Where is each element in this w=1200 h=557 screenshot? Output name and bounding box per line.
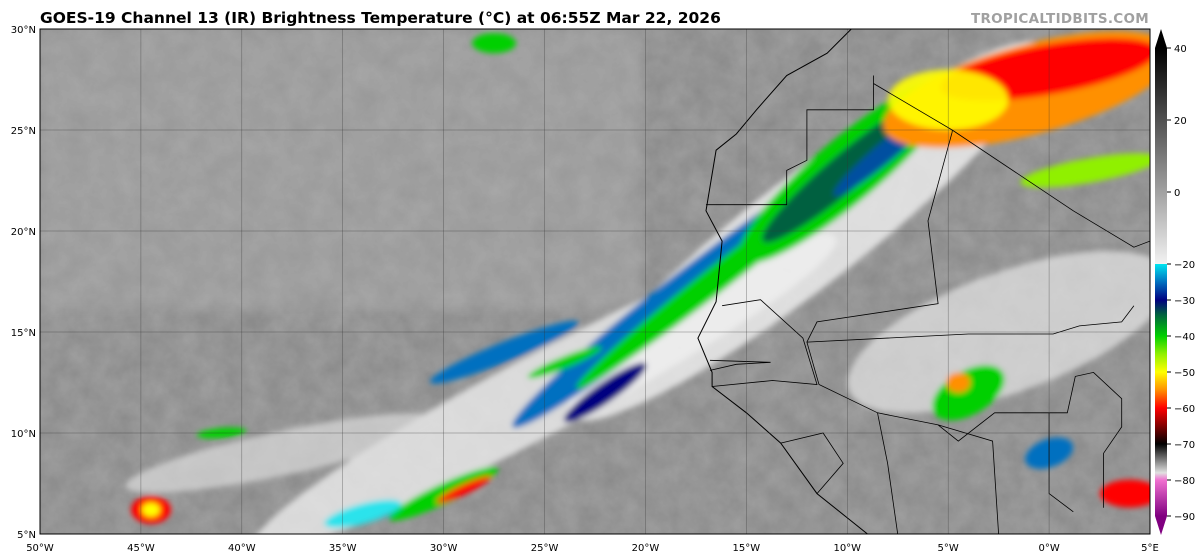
colorbar-tick-label: −70 [1174,440,1195,451]
lon-label: 35°W [329,543,357,554]
cloud-feature [429,320,579,384]
cloud-feature [946,372,971,393]
lon-label: 20°W [632,543,660,554]
lat-label: 10°N [11,429,36,440]
lon-label: 30°W [430,543,458,554]
colorbar-tick-label: −20 [1174,260,1195,271]
colorbar-tick-label: −50 [1174,368,1195,379]
cloud-feature [527,346,602,379]
map-title: GOES-19 Channel 13 (IR) Brightness Tempe… [40,9,721,27]
lat-label: 30°N [11,25,36,36]
cloud-feature [563,362,647,423]
cloud-feature [1099,479,1150,508]
lon-label: 50°W [26,543,54,554]
colorbar-tick-label: 40 [1174,44,1187,55]
colorbar-tick-label: −80 [1174,476,1195,487]
lon-label: 25°W [531,543,559,554]
lat-label: 25°N [11,126,36,137]
colorbar-tick-label: −40 [1174,332,1195,343]
map-frame [39,28,1151,535]
watermark: TROPICALTIDBITS.COM [970,11,1149,27]
cloud-feature [1020,153,1150,188]
colorbar-tick-label: −90 [1174,512,1195,523]
lat-label: 5°N [17,530,36,541]
gridlines [40,29,1150,534]
coastline [697,29,868,534]
lon-label: 45°W [127,543,155,554]
lon-label: 15°W [733,543,761,554]
lon-label: 5°E [1141,543,1159,554]
colorbar-tick-label: 0 [1174,188,1180,199]
colorbar-tick-label: −60 [1174,404,1195,415]
lat-label: 20°N [11,227,36,238]
lon-label: 0°W [1038,543,1059,554]
colorbar-tick-label: −30 [1174,296,1195,307]
lon-label: 10°W [833,543,861,554]
colorbar-scale [1155,29,1167,535]
lon-label: 40°W [228,543,256,554]
colorbar: 40 20 0 −20 −30 −40 −50 −60 −70 −80 −90 [1155,29,1195,535]
cloud-feature [324,499,402,528]
image-layer [40,29,1150,534]
lon-label: 5°W [938,543,959,554]
cloud-feature [142,502,160,517]
lat-label: 15°N [11,328,36,339]
cloud-feature [125,413,439,493]
cloud-feature [472,33,517,54]
cloud-feature [436,476,492,504]
colorbar-tick-label: 20 [1174,116,1187,127]
